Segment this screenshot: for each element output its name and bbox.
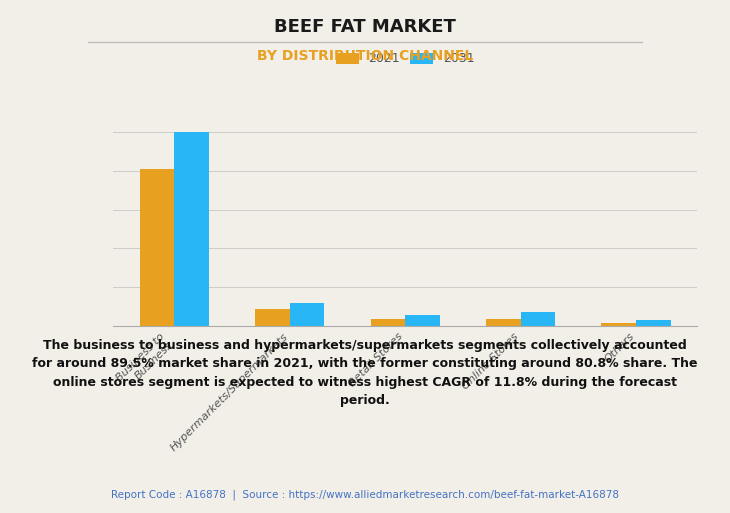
Bar (139, 169, 174, 326)
Text: Report Code : A16878  |  Source : https://www.alliedmarketresearch.com/beef-fat-: Report Code : A16878 | Source : https://… (111, 490, 619, 500)
Bar (255, 309, 290, 326)
Bar (290, 304, 324, 326)
Bar (371, 319, 405, 326)
Bar (602, 323, 636, 326)
Bar (486, 319, 520, 326)
Text: BY DISTRIBUTION CHANNEL: BY DISTRIBUTION CHANNEL (257, 49, 473, 63)
Bar (636, 320, 671, 326)
Text: The business to business and hypermarkets/supermarkets segments collectively acc: The business to business and hypermarket… (32, 339, 698, 407)
Bar (520, 312, 556, 326)
Legend: 2021, 2031: 2021, 2031 (334, 50, 477, 68)
Text: BEEF FAT MARKET: BEEF FAT MARKET (274, 18, 456, 36)
Bar (405, 315, 439, 326)
Bar (174, 132, 209, 326)
